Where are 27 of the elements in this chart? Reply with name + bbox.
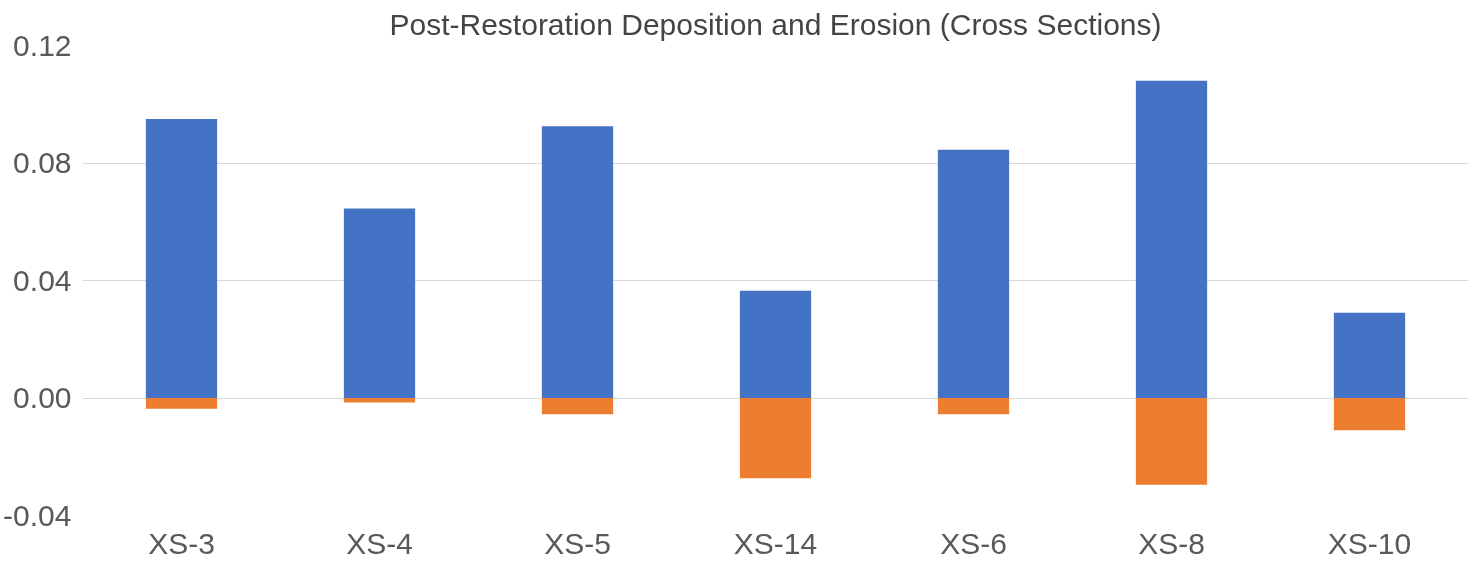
y-tick-label: -0.04 (3, 498, 72, 532)
bar (1333, 398, 1406, 431)
bar (937, 149, 1010, 398)
x-tick-label: XS-8 (1138, 526, 1205, 560)
x-tick-label: XS-4 (346, 526, 413, 560)
bar (739, 398, 812, 479)
bar (343, 398, 416, 403)
bar (1333, 312, 1406, 398)
bar (1135, 398, 1208, 485)
bar (541, 126, 614, 398)
y-tick-label: 0.12 (13, 28, 72, 62)
x-tick-label: XS-6 (940, 526, 1007, 560)
y-tick-label: 0.04 (13, 263, 72, 297)
x-tick-label: XS-14 (733, 526, 818, 560)
bar (541, 398, 614, 415)
bar (343, 208, 416, 398)
y-tick-label: 0.08 (13, 146, 72, 179)
x-tick-label: XS-3 (148, 526, 215, 560)
bar (1135, 80, 1208, 398)
chart-title: Post-Restoration Deposition and Erosion (Cross Sections) (389, 7, 1162, 41)
y-tick-label: 0.00 (13, 381, 72, 414)
bar (937, 398, 1010, 415)
bar (145, 398, 218, 409)
x-tick-label: XS-5 (544, 526, 611, 560)
bar (145, 118, 218, 398)
bar (739, 290, 812, 398)
x-tick-label: XS-10 (1327, 526, 1412, 560)
